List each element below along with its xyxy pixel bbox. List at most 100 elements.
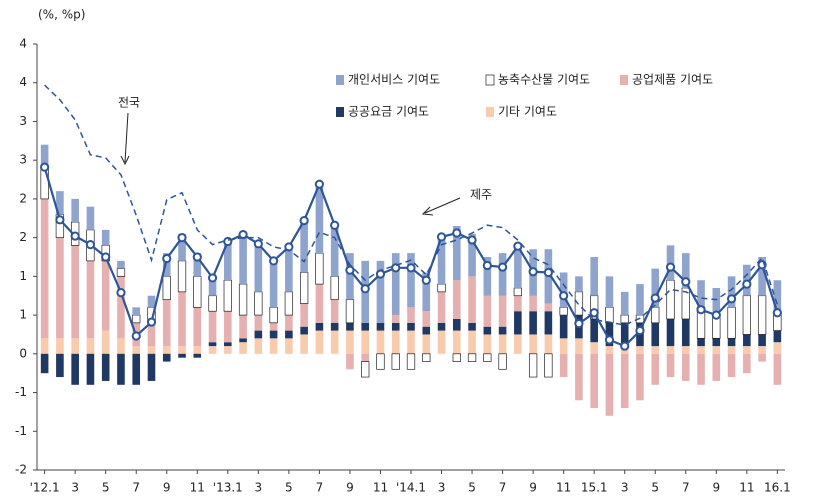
bar-segment: [681, 353, 690, 381]
bar-segment: [178, 291, 186, 347]
bar-segment: [651, 306, 660, 324]
bar-segment: [758, 334, 766, 347]
bar-segment: [605, 322, 614, 347]
bar-segment: [452, 330, 461, 354]
bar-segment: [330, 330, 339, 354]
bar-segment: [299, 272, 309, 304]
legend-swatch: [336, 107, 344, 117]
line-marker: [360, 284, 370, 294]
y-tick-label: 0: [19, 346, 27, 360]
bar-segment: [86, 206, 95, 230]
y-tick-label: 1: [19, 269, 27, 283]
line-marker: [330, 220, 340, 230]
bar-segment: [239, 315, 247, 339]
bar-segment: [117, 260, 125, 269]
bar-segment: [300, 303, 308, 327]
y-tick-label: -1: [15, 424, 27, 438]
bar-segment: [269, 260, 278, 308]
bar-segment: [407, 307, 415, 323]
bar-segment: [773, 314, 782, 331]
bar-segment: [727, 276, 736, 308]
bar-segment: [559, 315, 568, 339]
bar-segment: [468, 330, 476, 354]
bar-segment: [346, 330, 354, 354]
bar-segment: [285, 338, 293, 354]
line-marker: [543, 267, 553, 278]
bar-segment: [117, 338, 125, 354]
annotation-arrow: [424, 197, 461, 214]
bar-segment: [529, 334, 537, 354]
bar-segment: [727, 353, 736, 378]
bar-segment: [773, 280, 782, 316]
bar-segment: [376, 322, 385, 331]
bar-segment: [376, 330, 385, 354]
bar-segment: [483, 257, 492, 296]
bar-segment: [391, 315, 400, 323]
bar-segment: [712, 287, 721, 316]
bar-segment: [56, 353, 64, 378]
bar-segment: [467, 353, 477, 362]
y-tick-label: 2: [19, 191, 27, 205]
bar-segment: [330, 226, 339, 277]
y-axis-unit: (%, %p): [38, 8, 85, 22]
bar-segment: [758, 257, 766, 296]
bar-segment: [514, 295, 522, 312]
bar-segment: [132, 307, 141, 316]
bar-segment: [162, 276, 171, 300]
bar-segment: [162, 253, 171, 277]
bar-segment: [116, 268, 126, 277]
bar-segment: [132, 346, 141, 354]
bar-segment: [575, 338, 583, 354]
bar-segment: [529, 311, 537, 335]
legend-label: 공업제품 기여도: [632, 73, 713, 87]
bar-segment: [407, 322, 415, 331]
y-tick-label: -1: [15, 385, 27, 399]
line-annotation: 전국: [118, 96, 140, 110]
bar-segment: [514, 245, 522, 288]
line-marker: [742, 279, 752, 289]
bar-segment: [391, 253, 400, 316]
bar-segment: [162, 299, 171, 347]
bar-segment: [575, 353, 583, 401]
x-tick-label: 16.1: [764, 481, 791, 495]
bar-segment: [712, 353, 721, 381]
x-tick-label: 11: [373, 481, 388, 495]
bar-segment: [193, 276, 202, 308]
bar-segment: [254, 291, 263, 316]
bar-segment: [361, 322, 370, 331]
bar-segment: [498, 353, 507, 370]
bar-segment: [452, 353, 461, 362]
x-tick-label: 9: [346, 481, 354, 495]
line-marker: [513, 241, 523, 251]
x-tick-label: 7: [132, 481, 140, 495]
bar-segment: [147, 322, 156, 347]
bar-segment: [117, 276, 125, 339]
bar-segment: [559, 306, 568, 316]
bar-segment: [40, 198, 49, 339]
legend-label: 기타 기여도: [498, 105, 557, 119]
bar-segment: [315, 330, 324, 354]
bar-segment: [666, 346, 675, 354]
bar-segment: [544, 353, 553, 378]
line-marker: [436, 232, 447, 242]
bar-segment: [742, 295, 751, 335]
bar-segment: [681, 346, 690, 354]
x-tick-label: 5: [285, 481, 293, 495]
bar-segment: [208, 346, 217, 354]
bar-segment: [208, 295, 217, 312]
line-marker: [589, 308, 599, 318]
bar-segment: [254, 245, 263, 292]
bar-segment: [514, 311, 522, 335]
bar-segment: [361, 353, 370, 362]
bar-segment: [391, 353, 400, 370]
bar-segment: [239, 342, 247, 354]
line-marker: [772, 308, 782, 318]
bar-segment: [743, 346, 751, 354]
bar-segment: [224, 311, 232, 343]
bar-segment: [254, 330, 263, 339]
bar-segment: [224, 346, 232, 354]
bar-segment: [651, 322, 660, 347]
line-marker: [681, 277, 691, 287]
bar-segment: [727, 346, 736, 354]
line-marker: [116, 288, 126, 298]
